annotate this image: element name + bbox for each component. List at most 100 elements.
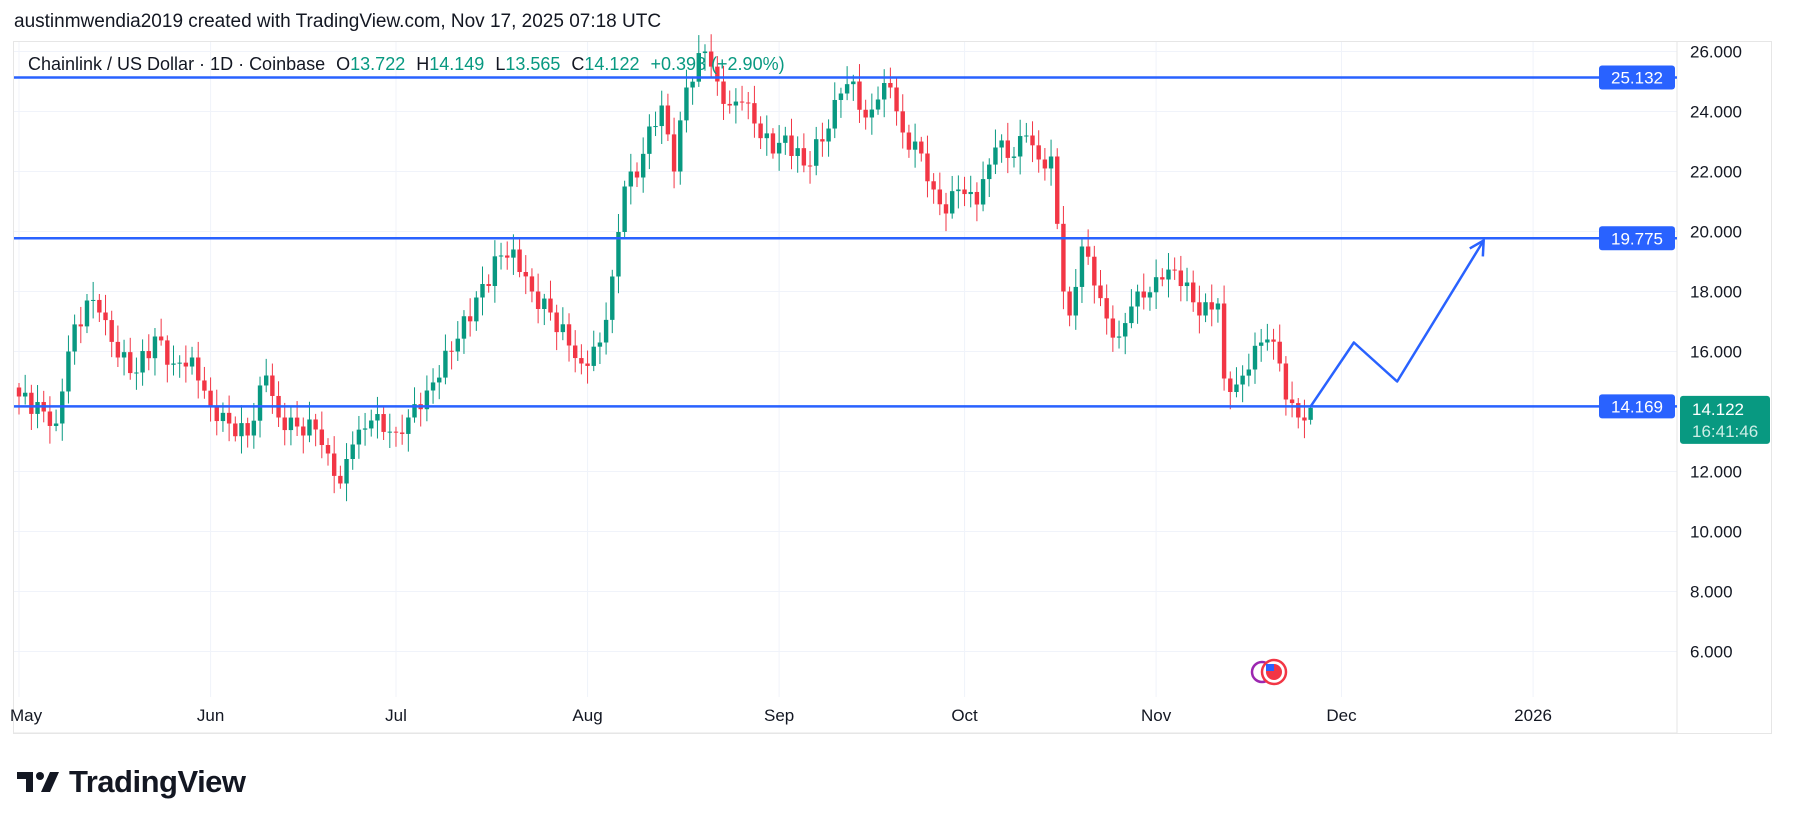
candle-body bbox=[560, 324, 566, 333]
candle-body bbox=[22, 392, 28, 397]
candle-body bbox=[690, 81, 695, 88]
candle-body bbox=[177, 362, 182, 364]
candle-body bbox=[542, 298, 547, 309]
candle-body bbox=[820, 139, 825, 142]
candle-body bbox=[758, 123, 763, 139]
candle-body bbox=[968, 191, 973, 195]
candle-body bbox=[1017, 136, 1023, 157]
candle-body bbox=[486, 284, 491, 286]
price-level-tag bbox=[1599, 394, 1675, 419]
candle-body bbox=[647, 126, 652, 154]
candle-body bbox=[882, 83, 887, 100]
candle-body bbox=[888, 83, 893, 88]
candle-body bbox=[671, 134, 677, 172]
price-level-tag-label: 19.775 bbox=[1611, 229, 1663, 248]
candle-body bbox=[196, 357, 201, 381]
projection-arrowhead-icon bbox=[1469, 238, 1486, 257]
candle-body bbox=[140, 351, 145, 373]
candle-body bbox=[1240, 375, 1245, 385]
candle-body bbox=[535, 291, 541, 309]
candle-body bbox=[523, 272, 528, 277]
candle-body bbox=[715, 66, 720, 82]
candle-body bbox=[678, 120, 683, 172]
price-axis-label: 6.000 bbox=[1690, 643, 1733, 662]
open-label: O bbox=[336, 54, 351, 74]
candle-body bbox=[350, 444, 355, 460]
candle-body bbox=[517, 249, 522, 273]
candle-body bbox=[362, 428, 368, 430]
candle-body bbox=[214, 405, 219, 422]
symbol-legend: Chainlink / US Dollar · 1D · Coinbase O1… bbox=[28, 54, 791, 75]
candle-body bbox=[566, 324, 572, 346]
low-value: 13.565 bbox=[505, 54, 561, 74]
last-price-tag bbox=[1680, 395, 1770, 444]
candle-body bbox=[783, 135, 788, 143]
candle-body bbox=[66, 351, 71, 392]
price-level-tag bbox=[1599, 65, 1675, 90]
candle-body bbox=[616, 231, 621, 277]
price-level-tag-label: 25.132 bbox=[1611, 69, 1663, 88]
candle-body bbox=[659, 105, 664, 127]
candle-body bbox=[721, 81, 726, 104]
candle-body bbox=[455, 338, 460, 352]
candle-body bbox=[610, 276, 615, 320]
price-axis-label: 24.000 bbox=[1690, 103, 1742, 122]
candle-body bbox=[220, 412, 226, 422]
candle-body bbox=[1277, 341, 1282, 364]
candle-body bbox=[770, 133, 776, 154]
candle-body bbox=[987, 164, 992, 180]
candle-body bbox=[708, 51, 714, 67]
candle-body bbox=[894, 87, 899, 112]
candle-body bbox=[789, 135, 794, 156]
candle-body bbox=[1067, 291, 1072, 316]
us-flag-icon-canton bbox=[1266, 664, 1274, 671]
candle-body bbox=[399, 432, 405, 434]
candle-body bbox=[1073, 286, 1078, 316]
time-axis-label: Nov bbox=[1141, 706, 1172, 725]
candle-body bbox=[319, 429, 325, 446]
candle-body bbox=[245, 423, 250, 436]
candle-body bbox=[264, 375, 269, 386]
candle-body bbox=[1024, 135, 1029, 137]
change-value: +0.398 (+2.90%) bbox=[650, 54, 785, 74]
candle-body bbox=[548, 298, 553, 313]
candle-body bbox=[1209, 302, 1214, 310]
candle-body bbox=[943, 204, 949, 214]
candle-body bbox=[121, 352, 127, 358]
candle-body bbox=[1042, 159, 1048, 169]
candle-body bbox=[375, 414, 380, 421]
candle-body bbox=[134, 372, 139, 374]
candle-body bbox=[844, 84, 850, 94]
candle-body bbox=[869, 109, 875, 118]
candle-body bbox=[307, 419, 312, 436]
candle-body bbox=[294, 417, 300, 427]
candle-body bbox=[1104, 298, 1109, 319]
candle-body bbox=[1289, 399, 1295, 404]
candle-body bbox=[1203, 302, 1208, 316]
tradingview-logo[interactable]: TradingView bbox=[17, 764, 246, 800]
candle-body bbox=[746, 102, 751, 104]
time-axis-label: Dec bbox=[1326, 706, 1357, 725]
candle-body bbox=[591, 346, 596, 366]
candle-body bbox=[1258, 342, 1264, 346]
time-axis-label: May bbox=[10, 706, 43, 725]
symbol-title[interactable]: Chainlink / US Dollar · 1D · Coinbase bbox=[28, 54, 326, 74]
last-price-label: 14.122 bbox=[1692, 400, 1744, 419]
candle-body bbox=[665, 105, 671, 135]
candle-body bbox=[97, 299, 102, 313]
candle-body bbox=[776, 142, 782, 154]
candle-body bbox=[1302, 417, 1307, 421]
price-axis-label: 16.000 bbox=[1690, 343, 1742, 362]
candle-body bbox=[146, 351, 151, 359]
candle-body bbox=[949, 191, 955, 214]
candle-body bbox=[925, 153, 930, 182]
candle-body bbox=[1135, 291, 1140, 307]
price-axis-label: 10.000 bbox=[1690, 523, 1742, 542]
countdown-label: 16:41:46 bbox=[1692, 422, 1758, 441]
candle-body bbox=[430, 382, 436, 391]
candle-body bbox=[1129, 306, 1134, 324]
candle-body bbox=[826, 128, 831, 142]
close-value: 14.122 bbox=[584, 54, 640, 74]
open-value: 13.722 bbox=[350, 54, 406, 74]
